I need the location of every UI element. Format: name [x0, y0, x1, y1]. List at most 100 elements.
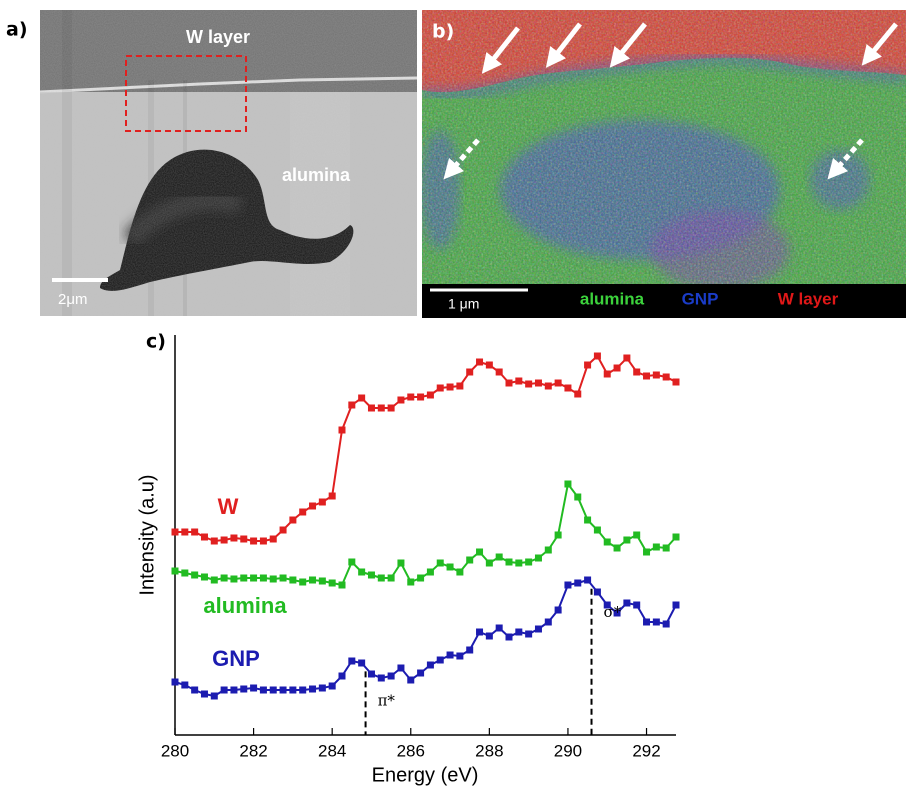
data-point [172, 529, 179, 536]
data-point [407, 579, 414, 586]
data-point [230, 576, 237, 583]
data-point [407, 394, 414, 401]
data-point [181, 529, 188, 536]
data-point [643, 373, 650, 380]
data-point [555, 607, 562, 614]
data-point [545, 383, 552, 390]
data-point [486, 560, 493, 567]
data-point [623, 537, 630, 544]
data-point [211, 538, 218, 545]
data-point [447, 652, 454, 659]
data-point [329, 493, 336, 500]
data-point [417, 394, 424, 401]
data-point [506, 634, 513, 641]
data-point [447, 564, 454, 571]
data-point [486, 362, 493, 369]
data-point [378, 675, 385, 682]
data-point [191, 572, 198, 579]
data-point [299, 509, 306, 516]
data-point [535, 626, 542, 633]
data-point [417, 575, 424, 582]
data-point [466, 557, 473, 564]
panel-label: c) [146, 331, 166, 353]
data-point [378, 575, 385, 582]
data-point [584, 362, 591, 369]
data-point [348, 559, 355, 566]
data-point [378, 405, 385, 412]
data-point [653, 619, 660, 626]
legend-entry: alumina [580, 289, 645, 308]
data-point [270, 576, 277, 583]
data-point [427, 392, 434, 399]
panel-label: a) [6, 19, 28, 41]
data-point [545, 619, 552, 626]
data-point [230, 687, 237, 694]
data-point [309, 686, 316, 693]
data-point [594, 353, 601, 360]
data-point [260, 687, 267, 694]
data-point [633, 532, 640, 539]
data-point [663, 374, 670, 381]
data-point [515, 560, 522, 567]
data-point [564, 481, 571, 488]
series-label: W [218, 494, 239, 519]
data-point [594, 527, 601, 534]
x-tick-label: 286 [397, 741, 425, 760]
data-point [653, 372, 660, 379]
data-point [172, 568, 179, 575]
data-point [525, 381, 532, 388]
data-point [555, 380, 562, 387]
data-point [515, 629, 522, 636]
x-tick-label: 290 [554, 741, 582, 760]
layer-label: W layer [186, 27, 250, 47]
data-point [319, 499, 326, 506]
data-point [299, 579, 306, 586]
annotation-label: σ* [604, 603, 622, 621]
data-point [388, 673, 395, 680]
data-point [358, 569, 365, 576]
data-point [673, 534, 680, 541]
data-point [643, 549, 650, 556]
data-point [496, 625, 503, 632]
data-point [388, 405, 395, 412]
data-point [358, 395, 365, 402]
data-point [535, 555, 542, 562]
data-point [289, 577, 296, 584]
data-point [574, 494, 581, 501]
x-tick-label: 282 [239, 741, 267, 760]
data-point [535, 380, 542, 387]
chart: c) Energy (eV) Intensity (a.u) 280282284… [136, 331, 679, 787]
data-point [309, 503, 316, 510]
data-point [368, 671, 375, 678]
data-point [496, 554, 503, 561]
data-point [181, 570, 188, 577]
data-point [574, 391, 581, 398]
data-point [221, 687, 228, 694]
data-point [584, 517, 591, 524]
data-point [466, 369, 473, 376]
data-point [230, 535, 237, 542]
data-point [201, 534, 208, 541]
data-point [240, 536, 247, 543]
data-point [456, 653, 463, 660]
data-point [339, 582, 346, 589]
data-point [299, 687, 306, 694]
data-point [260, 575, 267, 582]
data-point [486, 633, 493, 640]
scale-bar-label: 2μm [58, 291, 87, 308]
data-point [181, 682, 188, 689]
data-point [397, 560, 404, 567]
data-point [663, 621, 670, 628]
data-point [339, 673, 346, 680]
data-point [476, 629, 483, 636]
data-point [437, 657, 444, 664]
series-label: alumina [203, 593, 287, 618]
data-point [280, 687, 287, 694]
data-point [407, 677, 414, 684]
data-point [348, 658, 355, 665]
data-point [201, 691, 208, 698]
data-point [260, 538, 267, 545]
data-point [427, 662, 434, 669]
data-point [653, 544, 660, 551]
data-point [319, 685, 326, 692]
